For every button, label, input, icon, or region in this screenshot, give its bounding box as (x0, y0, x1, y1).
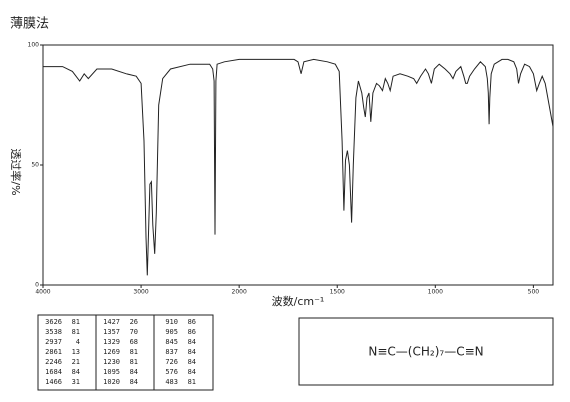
peak-transmittance: 86 (188, 318, 196, 326)
peak-wavenumber: 726 (165, 358, 178, 366)
peak-transmittance: 81 (72, 328, 80, 336)
peak-table-frame (37, 314, 214, 391)
peak-transmittance: 81 (130, 348, 138, 356)
x-tick-label: 500 (528, 289, 540, 296)
peak-transmittance: 4 (76, 338, 80, 346)
structure-frame (298, 317, 554, 386)
x-tick-label: 1500 (330, 289, 345, 296)
x-tick-label: 4000 (35, 289, 50, 296)
chart-title: 薄膜法 (10, 17, 49, 32)
peak-transmittance: 84 (72, 368, 80, 376)
structure-formula: N≡C—(CH₂)₇—C≡N (368, 345, 483, 359)
peak-wavenumber: 3626 (45, 318, 62, 326)
peak-wavenumber: 3538 (45, 328, 62, 336)
peak-wavenumber: 1095 (103, 368, 120, 376)
peak-transmittance: 21 (72, 358, 80, 366)
peak-wavenumber: 1357 (103, 328, 120, 336)
peak-transmittance: 84 (188, 338, 196, 346)
peak-wavenumber: 2937 (45, 338, 62, 346)
peak-wavenumber: 837 (165, 348, 178, 356)
peak-transmittance: 86 (188, 328, 196, 336)
x-axis-label: 波数/cm⁻¹ (272, 295, 325, 308)
plot-frame (42, 44, 554, 286)
x-tick-label: 1000 (428, 289, 443, 296)
x-tick-label: 2000 (232, 289, 247, 296)
peak-transmittance: 81 (188, 378, 196, 386)
peak-wavenumber: 910 (165, 318, 178, 326)
peak-wavenumber: 2246 (45, 358, 62, 366)
peak-wavenumber: 483 (165, 378, 178, 386)
peak-transmittance: 26 (130, 318, 138, 326)
peak-wavenumber: 1329 (103, 338, 120, 346)
peak-transmittance: 68 (130, 338, 138, 346)
spectrum-line (43, 58, 554, 276)
peak-wavenumber: 1269 (103, 348, 120, 356)
peak-transmittance: 81 (72, 318, 80, 326)
x-tick-label: 3000 (133, 289, 148, 296)
peak-transmittance: 84 (188, 348, 196, 356)
peak-transmittance: 84 (130, 368, 138, 376)
peak-wavenumber: 1684 (45, 368, 62, 376)
peak-transmittance: 13 (72, 348, 80, 356)
peak-transmittance: 84 (130, 378, 138, 386)
y-tick-label: 50 (31, 162, 39, 169)
peak-wavenumber: 905 (165, 328, 178, 336)
peak-wavenumber: 1230 (103, 358, 120, 366)
peak-transmittance: 84 (188, 368, 196, 376)
peak-wavenumber: 845 (165, 338, 178, 346)
y-axis-label: 透过率/% (9, 148, 23, 195)
peak-wavenumber: 576 (165, 368, 178, 376)
peak-transmittance: 70 (130, 328, 138, 336)
peak-wavenumber: 2861 (45, 348, 62, 356)
peak-transmittance: 84 (188, 358, 196, 366)
y-tick-label: 100 (28, 42, 40, 49)
peak-transmittance: 31 (72, 378, 80, 386)
y-tick-label: 0 (35, 282, 39, 289)
peak-wavenumber: 1020 (103, 378, 120, 386)
peak-transmittance: 81 (130, 358, 138, 366)
peak-wavenumber: 1427 (103, 318, 120, 326)
peak-wavenumber: 1466 (45, 378, 62, 386)
